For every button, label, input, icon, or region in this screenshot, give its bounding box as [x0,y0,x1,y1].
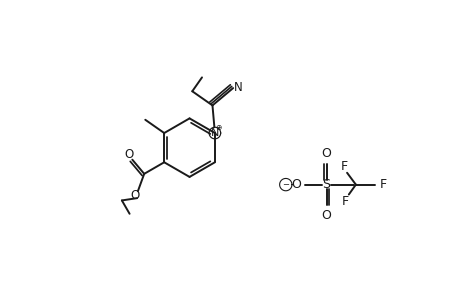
Text: O: O [130,188,139,202]
Text: −: − [282,180,289,189]
Text: O: O [290,178,300,191]
Text: F: F [341,195,348,208]
Text: S: S [322,178,330,191]
Text: O: O [321,147,331,160]
Text: O: O [124,148,134,161]
Text: O: O [321,209,331,222]
Text: N: N [234,81,242,94]
Text: N: N [210,128,218,138]
Text: F: F [379,178,386,191]
Text: F: F [340,160,347,173]
Text: ⊕: ⊕ [215,123,222,132]
